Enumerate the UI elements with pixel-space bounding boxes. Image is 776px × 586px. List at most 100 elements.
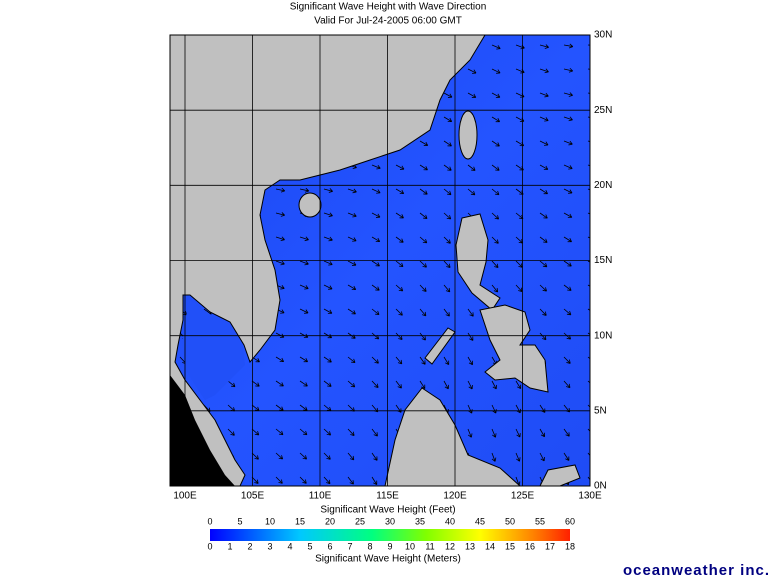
lon-label: 130E — [578, 491, 602, 502]
arrow — [347, 380, 356, 388]
arrow — [587, 308, 590, 311]
meters-label: 2 — [247, 541, 252, 551]
arrow — [395, 380, 402, 389]
arrow — [563, 67, 574, 73]
arrow — [419, 188, 428, 195]
arrow — [539, 428, 546, 438]
arrow — [467, 332, 474, 341]
arrow — [563, 188, 573, 194]
arrow — [515, 428, 521, 438]
arrow — [395, 332, 403, 340]
arrow — [563, 260, 572, 267]
arrow — [491, 44, 501, 50]
arrow — [371, 380, 379, 388]
arrow — [539, 260, 548, 268]
arrow — [251, 428, 260, 436]
lon-label: 115E — [376, 491, 399, 502]
arrow — [347, 476, 354, 485]
lon-label: 125E — [511, 491, 535, 502]
arrow — [395, 212, 404, 219]
arrow — [587, 92, 590, 94]
arrow — [587, 140, 590, 142]
arrow — [467, 380, 473, 390]
arrow — [587, 404, 590, 408]
lat-label: 10N — [594, 330, 612, 341]
lon-label: 110E — [309, 491, 332, 502]
arrow — [347, 212, 357, 218]
arrow — [491, 260, 499, 269]
meters-label: 16 — [525, 541, 535, 551]
feet-label: 0 — [207, 516, 212, 526]
arrow — [443, 140, 452, 147]
mainland — [170, 35, 486, 486]
colorbar-labels: 0 5 10 15 20 25 30 35 40 45 50 55 600 1 2 3 4 5 6 7 8 9 10 11 12… — [207, 516, 575, 551]
arrow — [563, 356, 571, 364]
arrow — [371, 308, 380, 316]
meters-label: 5 — [307, 541, 312, 551]
arrow — [299, 187, 310, 193]
lon-label: 100E — [173, 491, 197, 502]
meters-label: 7 — [347, 541, 352, 551]
arrow — [419, 260, 427, 268]
arrow — [395, 356, 403, 365]
arrow — [395, 188, 405, 195]
taiwan — [458, 110, 478, 160]
arrow — [419, 212, 428, 219]
arrow — [563, 164, 573, 170]
arrow — [227, 380, 236, 388]
arrow — [419, 140, 429, 146]
meters-label: 14 — [485, 541, 495, 551]
feet-label: 30 — [385, 516, 395, 526]
arrow — [467, 308, 474, 317]
feet-label: 50 — [505, 516, 515, 526]
hainan — [298, 192, 322, 218]
arrow — [395, 308, 403, 316]
arrow — [587, 380, 590, 384]
arrow — [587, 44, 590, 46]
axis-labels: 100E 105E 110E 115E 120E 125E 130E 30N 25N 20N 15N… — [173, 30, 612, 502]
arrow — [275, 452, 284, 460]
feet-label: 10 — [265, 516, 275, 526]
arrow — [323, 236, 333, 242]
meters-label: 18 — [565, 541, 575, 551]
logo: oceanweather inc. — [623, 562, 770, 579]
arrow — [419, 308, 427, 317]
meters-label: 13 — [465, 541, 475, 551]
arrow — [587, 356, 590, 360]
arrow — [443, 380, 449, 390]
arrow — [491, 212, 500, 220]
arrow — [371, 164, 381, 170]
arrow — [299, 284, 309, 290]
arrow — [563, 308, 572, 316]
arrow — [371, 452, 378, 461]
arrow — [347, 308, 356, 315]
arrow — [491, 452, 497, 462]
arrow — [419, 284, 427, 292]
arrow — [587, 284, 590, 287]
arrow — [563, 212, 573, 218]
arrow — [563, 284, 572, 291]
meters-label: 11 — [425, 541, 434, 551]
arrow — [371, 356, 379, 364]
arrow — [443, 260, 451, 268]
map-frame — [169, 34, 591, 487]
arrow — [563, 116, 573, 122]
arrow — [419, 356, 426, 365]
lat-label: 20N — [594, 180, 612, 191]
lat-label: 30N — [594, 30, 612, 41]
arrow — [371, 428, 378, 437]
meters-label: 10 — [405, 541, 415, 551]
arrow — [299, 236, 309, 242]
feet-label: 55 — [535, 516, 545, 526]
arrow — [323, 356, 332, 363]
arrow — [323, 476, 331, 485]
arrow — [563, 380, 571, 389]
arrow — [587, 116, 590, 118]
arrow — [443, 284, 451, 293]
arrow — [251, 380, 260, 387]
arrow — [563, 140, 573, 146]
arrow — [323, 380, 332, 387]
feet-label: 15 — [295, 516, 305, 526]
arrow — [563, 92, 573, 97]
